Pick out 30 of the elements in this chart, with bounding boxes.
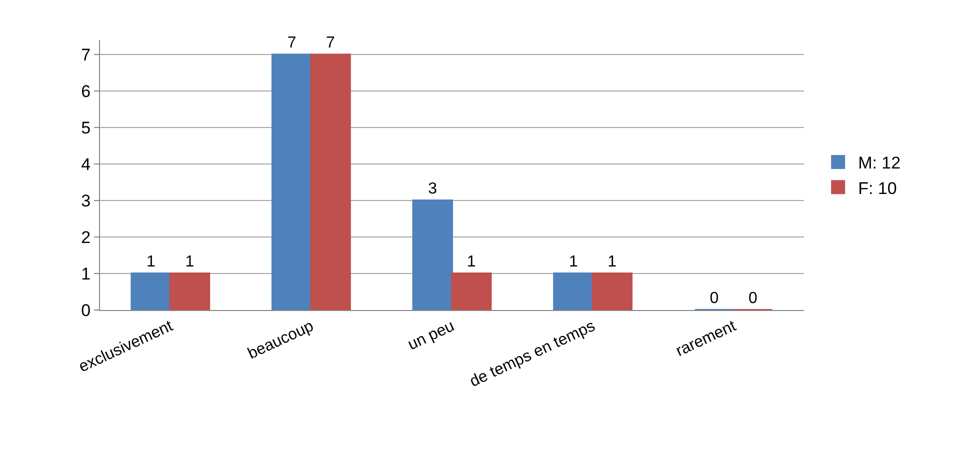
legend-label: F: 10 bbox=[858, 178, 897, 198]
bar bbox=[169, 272, 210, 310]
y-tick-label: 5 bbox=[81, 118, 91, 138]
y-tick-label: 4 bbox=[81, 155, 91, 174]
bar bbox=[310, 54, 351, 310]
bar bbox=[553, 272, 594, 310]
data-label: 7 bbox=[326, 34, 336, 52]
x-tick-label: un peu bbox=[406, 318, 458, 354]
data-label: 7 bbox=[287, 34, 296, 52]
legend-label: M: 12 bbox=[858, 154, 901, 173]
bar bbox=[412, 200, 453, 310]
y-tick-label: 7 bbox=[81, 46, 91, 65]
y-tick-label: 0 bbox=[81, 300, 91, 320]
data-label: 1 bbox=[608, 254, 617, 271]
data-label: 1 bbox=[185, 254, 194, 271]
bar bbox=[271, 54, 312, 310]
bar bbox=[592, 272, 633, 310]
data-label: 0 bbox=[748, 290, 758, 307]
data-label: 0 bbox=[710, 290, 719, 307]
data-label: 3 bbox=[428, 180, 438, 198]
bar bbox=[130, 272, 172, 310]
y-tick-label: 6 bbox=[81, 82, 91, 102]
y-tick-label: 2 bbox=[81, 228, 91, 247]
y-tick-label: 1 bbox=[81, 264, 91, 284]
y-tick-label: 3 bbox=[81, 191, 91, 210]
bar bbox=[451, 272, 492, 310]
data-label: 1 bbox=[568, 254, 578, 271]
data-label: 1 bbox=[146, 254, 156, 271]
x-tick-label: de temps en temps bbox=[467, 318, 598, 391]
data-label: 1 bbox=[466, 254, 476, 271]
